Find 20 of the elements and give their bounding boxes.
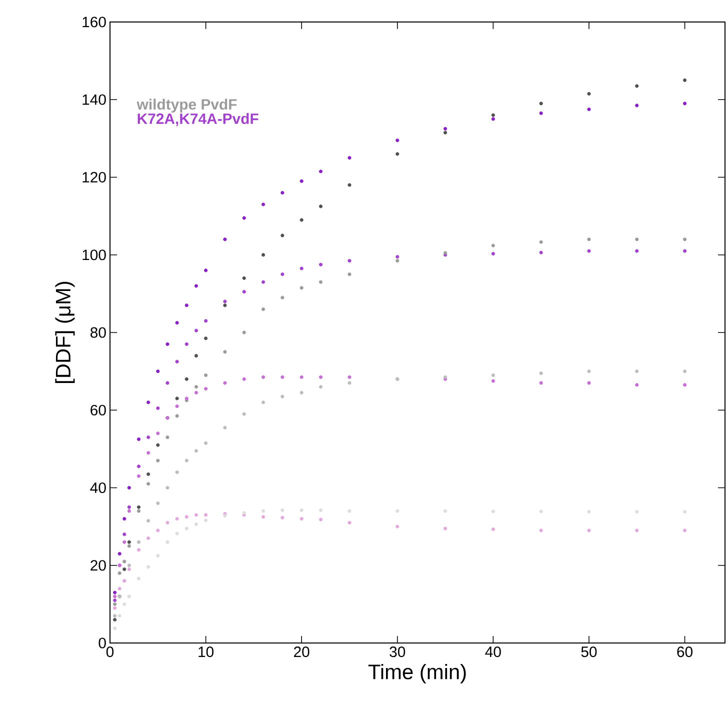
y-tick-label: 20 [90,560,106,571]
x-axis-title: Time (min) [368,664,466,684]
y-tick-label: 40 [90,482,106,494]
x-tick-label: 40 [485,646,501,658]
y-tick-label: 80 [90,327,106,338]
y-tick-label: 160 [82,16,106,28]
y-tick-label: 100 [82,250,106,260]
x-tick-label: 0 [106,646,114,658]
y-tick-label: 60 [90,404,106,416]
x-tick-label: 10 [198,646,214,658]
y-axis-title: [DDF] (μM) [55,282,75,383]
y-tick-label: 140 [82,94,106,105]
x-tick-label: 60 [677,646,692,658]
x-tick-label: 30 [390,646,406,658]
text: K72A,K74A-PvdF [138,113,258,126]
text: wildtype PvdF [136,98,237,113]
y-tick-label: 120 [82,172,106,183]
x-tick-label: 20 [294,646,310,658]
x-tick-label: 50 [581,646,597,658]
y-tick-label: 0 [98,638,106,648]
